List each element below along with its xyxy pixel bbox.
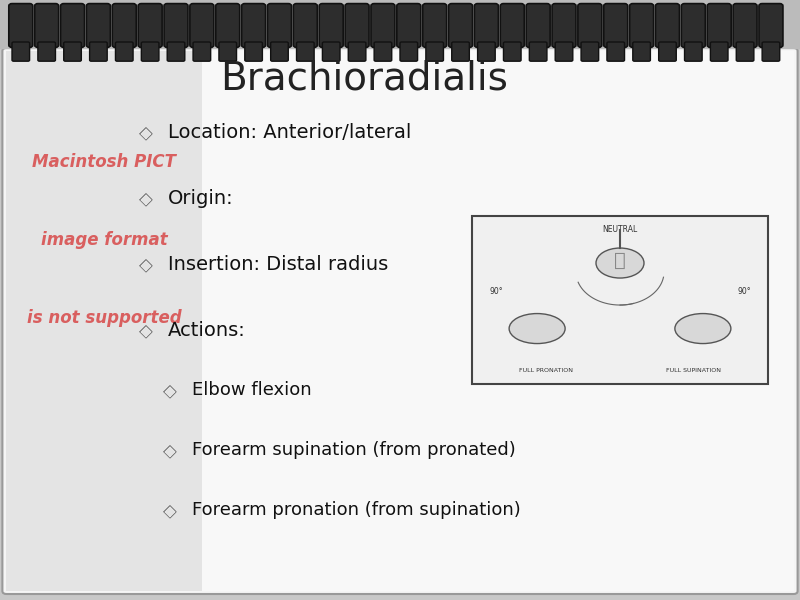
Text: □: □ (137, 123, 154, 141)
FancyBboxPatch shape (630, 4, 654, 47)
FancyBboxPatch shape (219, 42, 237, 61)
FancyBboxPatch shape (167, 42, 185, 61)
FancyBboxPatch shape (503, 42, 521, 61)
FancyBboxPatch shape (736, 42, 754, 61)
FancyBboxPatch shape (142, 42, 159, 61)
Text: Forearm supination (from pronated): Forearm supination (from pronated) (192, 441, 516, 459)
FancyBboxPatch shape (345, 4, 369, 47)
FancyBboxPatch shape (655, 4, 679, 47)
FancyBboxPatch shape (297, 42, 314, 61)
FancyBboxPatch shape (64, 42, 82, 61)
FancyBboxPatch shape (658, 42, 676, 61)
Text: 90°: 90° (489, 287, 503, 296)
Text: FULL PRONATION: FULL PRONATION (519, 368, 573, 373)
Ellipse shape (509, 314, 565, 344)
Ellipse shape (596, 248, 644, 278)
Ellipse shape (675, 314, 731, 344)
Bar (202, 51, 794, 591)
FancyBboxPatch shape (452, 42, 470, 61)
FancyBboxPatch shape (685, 42, 702, 61)
FancyBboxPatch shape (270, 42, 288, 61)
FancyBboxPatch shape (555, 42, 573, 61)
FancyBboxPatch shape (422, 4, 446, 47)
FancyBboxPatch shape (397, 4, 421, 47)
Text: □: □ (161, 441, 178, 459)
Text: □: □ (137, 189, 154, 207)
FancyBboxPatch shape (216, 4, 240, 47)
FancyBboxPatch shape (552, 4, 576, 47)
FancyBboxPatch shape (604, 4, 628, 47)
FancyBboxPatch shape (449, 4, 473, 47)
FancyBboxPatch shape (90, 42, 107, 61)
FancyBboxPatch shape (526, 4, 550, 47)
FancyBboxPatch shape (581, 42, 598, 61)
FancyBboxPatch shape (112, 4, 136, 47)
FancyBboxPatch shape (115, 42, 133, 61)
FancyBboxPatch shape (245, 42, 262, 61)
FancyBboxPatch shape (759, 4, 783, 47)
Text: Macintosh PICT: Macintosh PICT (32, 153, 176, 171)
Text: Elbow flexion: Elbow flexion (192, 381, 312, 399)
FancyBboxPatch shape (164, 4, 188, 47)
Text: image format: image format (41, 231, 167, 249)
FancyBboxPatch shape (633, 42, 650, 61)
Text: Insertion: Distal radius: Insertion: Distal radius (168, 254, 388, 274)
Text: Location: Anterior/lateral: Location: Anterior/lateral (168, 122, 411, 142)
FancyBboxPatch shape (12, 42, 30, 61)
FancyBboxPatch shape (38, 42, 55, 61)
FancyBboxPatch shape (348, 42, 366, 61)
FancyBboxPatch shape (61, 4, 85, 47)
FancyBboxPatch shape (34, 4, 58, 47)
FancyBboxPatch shape (322, 42, 340, 61)
FancyBboxPatch shape (474, 4, 498, 47)
Text: NEUTRAL: NEUTRAL (602, 225, 638, 234)
Text: Forearm pronation (from supination): Forearm pronation (from supination) (192, 501, 521, 519)
FancyBboxPatch shape (86, 4, 110, 47)
FancyBboxPatch shape (682, 4, 706, 47)
Text: □: □ (161, 381, 178, 399)
FancyBboxPatch shape (733, 4, 757, 47)
Text: Brachioradialis: Brachioradialis (220, 59, 508, 97)
Text: □: □ (161, 501, 178, 519)
Text: □: □ (137, 255, 154, 273)
Text: ✊: ✊ (614, 251, 626, 269)
FancyBboxPatch shape (426, 42, 443, 61)
FancyBboxPatch shape (242, 4, 266, 47)
FancyBboxPatch shape (530, 42, 547, 61)
FancyBboxPatch shape (319, 4, 343, 47)
Bar (0, 0, 800, 48)
FancyBboxPatch shape (9, 4, 33, 47)
Text: FULL SUPINATION: FULL SUPINATION (666, 368, 722, 373)
Text: Origin:: Origin: (168, 188, 234, 208)
FancyBboxPatch shape (607, 42, 625, 61)
FancyBboxPatch shape (193, 42, 210, 61)
FancyBboxPatch shape (138, 4, 162, 47)
Bar (472, 216, 768, 384)
FancyBboxPatch shape (578, 4, 602, 47)
FancyBboxPatch shape (500, 4, 524, 47)
FancyBboxPatch shape (374, 42, 392, 61)
FancyBboxPatch shape (294, 4, 318, 47)
FancyBboxPatch shape (267, 4, 291, 47)
FancyBboxPatch shape (710, 42, 728, 61)
FancyBboxPatch shape (762, 42, 780, 61)
FancyBboxPatch shape (371, 4, 395, 47)
Text: is not supported: is not supported (26, 309, 182, 327)
FancyBboxPatch shape (478, 42, 495, 61)
FancyBboxPatch shape (400, 42, 418, 61)
FancyBboxPatch shape (190, 4, 214, 47)
FancyBboxPatch shape (2, 48, 798, 594)
FancyBboxPatch shape (707, 4, 731, 47)
Text: 90°: 90° (737, 287, 751, 296)
Text: Actions:: Actions: (168, 320, 246, 340)
Bar (6, 51, 202, 591)
Text: □: □ (137, 321, 154, 339)
